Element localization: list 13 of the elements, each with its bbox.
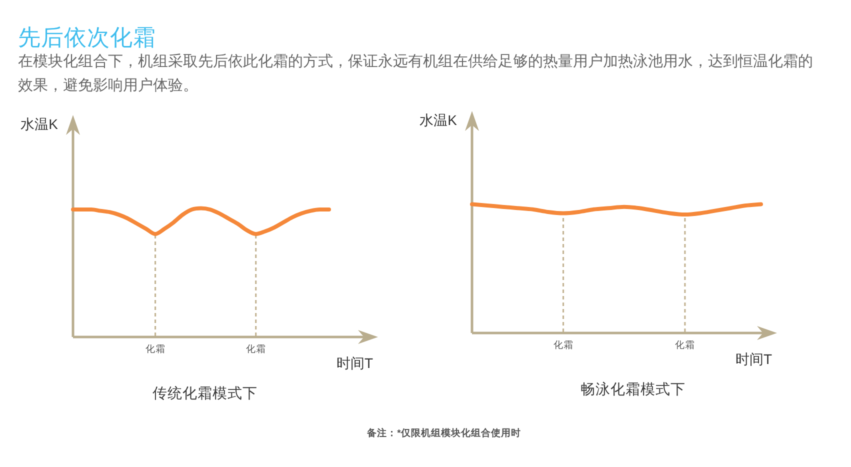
text: 畅泳化霜模式下 xyxy=(580,381,686,398)
x-tick-label: 化霜 xyxy=(145,343,166,355)
text: 在模块化组合下，机组采取先后依此化霜的方式，保证永远有机组在供给足够的热量用户加热泳池用水，达到恒温化霜的效果，避免影响用户体验。 xyxy=(18,52,814,96)
y-axis-title: 水温K xyxy=(420,112,458,128)
y-axis-title: 水温K xyxy=(20,116,59,132)
text: 备注：*仅限机组模块化组合使用时 xyxy=(366,427,521,439)
x-tick-label: 化霜 xyxy=(246,343,266,355)
x-axis-title: 时间T xyxy=(336,355,374,371)
text: 先后依次化霜 xyxy=(18,25,157,50)
text: 传统化霜模式下 xyxy=(152,385,258,402)
x-axis-title: 时间T xyxy=(735,351,772,367)
x-tick-label: 化霜 xyxy=(553,339,574,351)
x-tick-label: 化霜 xyxy=(674,339,695,351)
